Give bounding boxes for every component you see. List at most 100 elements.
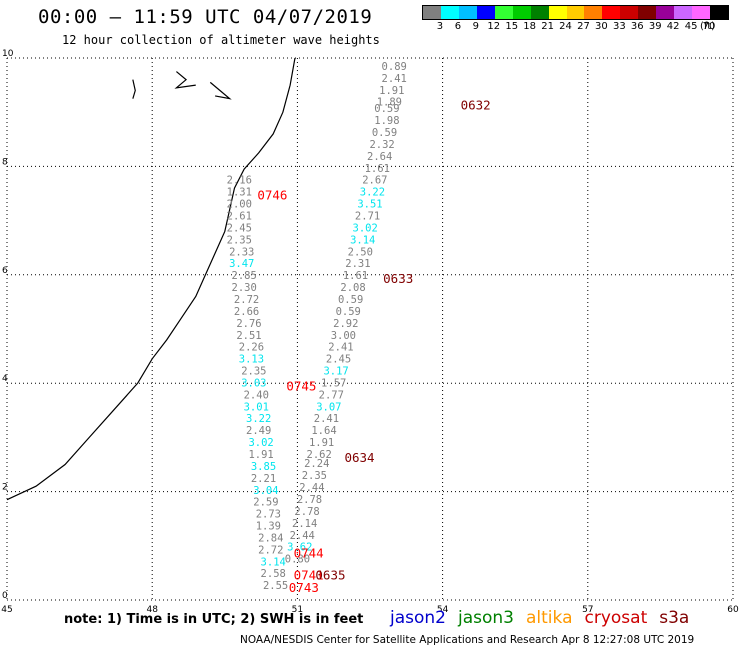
wave-height-value: 2.62 bbox=[307, 449, 332, 461]
wave-height-value: 2.49 bbox=[246, 425, 271, 437]
wave-height-value: 3.01 bbox=[244, 401, 269, 413]
wave-height-value: 3.00 bbox=[331, 330, 356, 342]
wave-height-value: 2.64 bbox=[367, 151, 392, 163]
wave-height-value: 2.40 bbox=[244, 389, 269, 401]
wave-height-value: 2.08 bbox=[340, 282, 365, 294]
wave-height-value: 3.13 bbox=[239, 354, 264, 366]
wave-height-value: 2.24 bbox=[304, 458, 329, 470]
legend-tick-label: 45 bbox=[684, 21, 698, 32]
x-tick-label: 57 bbox=[582, 605, 593, 615]
wave-height-value: 2.35 bbox=[302, 470, 327, 482]
y-tick-label: 6 bbox=[2, 266, 8, 276]
legend-tick-label: 70 bbox=[702, 21, 716, 32]
wave-height-value: 3.22 bbox=[360, 187, 385, 199]
pass-time-label: 0635 bbox=[315, 568, 345, 583]
satellite-label-jason2: jason2 bbox=[390, 608, 446, 628]
island bbox=[209, 81, 232, 100]
satellite-legend: jason2 jason3 altika cryosat s3a bbox=[390, 608, 701, 628]
x-tick-label: 60 bbox=[727, 605, 739, 615]
wave-height-value: 2.41 bbox=[382, 73, 407, 85]
wave-height-value: 3.62 bbox=[287, 542, 312, 554]
wave-height-value: 3.14 bbox=[350, 234, 375, 246]
wave-height-value: 3.17 bbox=[323, 366, 348, 378]
x-tick-label: 48 bbox=[146, 605, 158, 615]
y-tick-label: 10 bbox=[2, 49, 14, 59]
legend-swatch bbox=[602, 6, 621, 19]
wave-height-value: 1.61 bbox=[365, 163, 390, 175]
pass-time-label: 0745 bbox=[286, 378, 316, 393]
wave-height-value: 0.59 bbox=[338, 294, 363, 306]
wave-height-value: 1.39 bbox=[256, 521, 281, 533]
pass-time-label: 0741 bbox=[294, 568, 324, 583]
wave-height-value: 2.61 bbox=[227, 211, 252, 223]
pass-time-label: 0633 bbox=[383, 271, 413, 286]
legend-tick-label: 18 bbox=[523, 21, 537, 32]
legend-swatch bbox=[423, 6, 441, 19]
legend-swatch bbox=[674, 6, 693, 19]
wave-height-value: 2.32 bbox=[369, 139, 394, 151]
wave-height-value: 2.30 bbox=[232, 282, 257, 294]
wave-height-value: 2.85 bbox=[232, 270, 257, 282]
wave-height-value: 2.45 bbox=[227, 222, 252, 234]
legend-swatch bbox=[692, 6, 710, 19]
wave-height-value: 1.98 bbox=[374, 115, 399, 127]
wave-height-value: 1.31 bbox=[227, 187, 252, 199]
legend-swatch bbox=[440, 6, 459, 19]
legend-tick-label: 24 bbox=[559, 21, 572, 32]
legend-swatch bbox=[476, 6, 495, 19]
wave-height-value: 3.85 bbox=[251, 461, 276, 473]
wave-height-value: 3.51 bbox=[357, 199, 382, 211]
legend-swatch bbox=[656, 6, 675, 19]
x-tick-label: 54 bbox=[437, 605, 449, 615]
legend-swatch bbox=[638, 6, 657, 19]
wave-height-value: 2.41 bbox=[314, 413, 339, 425]
legend-tick-label: 39 bbox=[648, 21, 662, 32]
wave-height-value: 2.16 bbox=[227, 175, 252, 187]
wave-height-value: 2.33 bbox=[229, 246, 254, 258]
color-legend-labels: 3 6 9 12 15 18 21 24 27 30 33 36 39 42 45 70 bbox=[422, 21, 727, 35]
wave-height-value: 2.72 bbox=[258, 544, 283, 556]
wave-height-value: 1.61 bbox=[343, 270, 368, 282]
wave-height-value: 2.35 bbox=[227, 234, 252, 246]
legend-tick-label: 30 bbox=[595, 21, 608, 32]
legend-swatch bbox=[548, 6, 567, 19]
satellite-label-altika: altika bbox=[526, 608, 573, 628]
legend-tick-label: 9 bbox=[472, 21, 479, 32]
wave-height-value: 1.91 bbox=[248, 449, 273, 461]
wave-height-value: 2.66 bbox=[234, 306, 259, 318]
legend-swatch bbox=[566, 6, 585, 19]
legend-swatch bbox=[512, 6, 531, 19]
wave-height-value: 1.91 bbox=[309, 437, 334, 449]
pass-time-label: 0743 bbox=[289, 580, 319, 595]
y-tick-label: 0 bbox=[2, 591, 8, 601]
wave-height-value: 0.89 bbox=[382, 61, 407, 73]
wave-height-value: 3.22 bbox=[246, 413, 271, 425]
wave-height-value: 2.44 bbox=[299, 482, 324, 494]
legend-tick-label: 6 bbox=[454, 21, 462, 32]
wave-height-value: 1.57 bbox=[321, 377, 346, 389]
credit-line: NOAA/NESDIS Center for Satellite Applica… bbox=[240, 634, 695, 646]
wave-height-value: 3.02 bbox=[353, 222, 378, 234]
wave-height-value: 2.92 bbox=[333, 318, 358, 330]
wave-height-value: 2.78 bbox=[297, 494, 322, 506]
satellite-label-cryosat: cryosat bbox=[584, 608, 648, 628]
island bbox=[132, 79, 136, 99]
legend-swatch bbox=[710, 6, 728, 19]
legend-swatch bbox=[584, 6, 603, 19]
wave-height-value: 2.67 bbox=[362, 175, 387, 187]
wave-height-value: 2.31 bbox=[345, 258, 370, 270]
wave-height-value: 1.91 bbox=[379, 85, 404, 97]
satellite-label-jason3: jason3 bbox=[458, 608, 514, 628]
legend-tick-label: 36 bbox=[630, 21, 644, 32]
x-tick-label: 51 bbox=[292, 605, 303, 615]
legend-tick-label: 33 bbox=[612, 21, 626, 32]
footnote: note: 1) Time is in UTC; 2) SWH is in fe… bbox=[64, 612, 364, 627]
legend-swatch bbox=[530, 6, 549, 19]
wave-height-value: 1.64 bbox=[311, 425, 336, 437]
legend-swatch bbox=[458, 6, 477, 19]
wave-height-value: 2.55 bbox=[263, 580, 288, 592]
wave-height-value: 2.50 bbox=[348, 246, 373, 258]
legend-tick-label: 3 bbox=[436, 21, 444, 32]
island bbox=[174, 71, 196, 89]
wave-height-value: 3.04 bbox=[253, 485, 278, 497]
